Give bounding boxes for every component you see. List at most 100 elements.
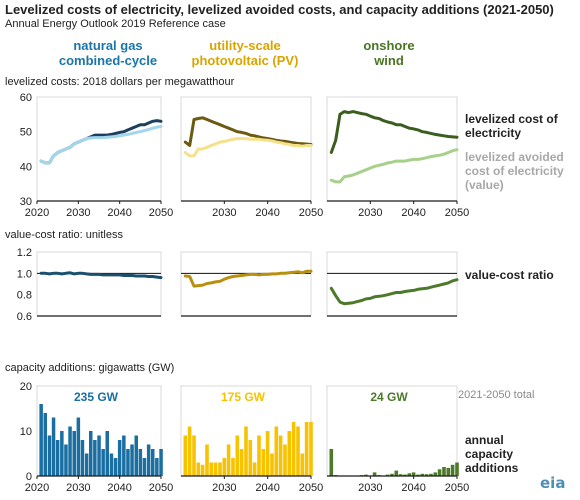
bar	[142, 458, 147, 476]
bar	[39, 404, 43, 476]
bar	[51, 417, 56, 476]
legend-label-annual-additions: annual capacity additions	[465, 433, 518, 475]
bar	[455, 462, 459, 476]
column-title-line: wind	[374, 53, 404, 68]
legend-label-line: electricity	[465, 126, 522, 140]
bar	[390, 473, 394, 477]
x-tick-label: 2030	[358, 482, 382, 494]
bar	[411, 472, 416, 476]
series-line	[39, 271, 163, 280]
column-title-line: natural gas	[73, 38, 143, 53]
eia-logo: eia	[540, 474, 566, 492]
y-tick-label: 50	[20, 127, 32, 139]
panel-frame	[36, 96, 162, 202]
y-tick-label: 0.6	[17, 311, 32, 323]
bar	[84, 453, 89, 476]
x-tick-label: 2050	[149, 207, 173, 219]
bar	[252, 462, 257, 476]
bar	[235, 435, 240, 476]
x-tick-label: 2050	[299, 482, 323, 494]
bar	[329, 449, 334, 476]
series-line	[39, 125, 163, 165]
total-value-label: 235 GW	[74, 390, 119, 404]
bar	[213, 462, 218, 476]
total-value-label: 24 GW	[370, 390, 408, 404]
series-line	[39, 119, 163, 165]
bar	[239, 449, 244, 476]
bar	[304, 422, 309, 476]
bar	[257, 435, 261, 476]
bar	[403, 474, 407, 476]
y-tick-label: 40	[20, 161, 32, 173]
bar	[43, 413, 47, 476]
bar	[244, 426, 248, 476]
x-tick-label: 2030	[212, 207, 236, 219]
bar	[72, 431, 76, 476]
section-label-capacity: capacity additions: gigawatts (GW)	[5, 362, 175, 374]
x-tick-label: 2030	[66, 482, 90, 494]
bar	[407, 473, 412, 476]
chart-title: Levelized costs of electricity, levelize…	[5, 2, 554, 17]
x-tick-label: 2050	[299, 207, 323, 219]
bar	[437, 469, 442, 477]
series-line	[183, 116, 313, 147]
bar	[398, 474, 403, 476]
x-tick-label: 2030	[212, 482, 236, 494]
x-tick-label: 2050	[445, 207, 469, 219]
bar	[287, 431, 292, 476]
bar	[196, 462, 201, 476]
bar	[446, 467, 451, 476]
y-tick-label: 30	[20, 196, 32, 208]
bar	[60, 431, 64, 476]
bar	[47, 435, 52, 476]
x-tick-label: 2040	[255, 207, 279, 219]
y-tick-label: 20	[20, 381, 32, 393]
bar	[76, 417, 81, 476]
bar	[433, 472, 438, 476]
series-line	[329, 148, 459, 184]
panel-frame	[326, 251, 458, 317]
bar	[296, 426, 300, 476]
bar	[394, 470, 399, 476]
bar	[205, 444, 209, 476]
bar	[209, 462, 214, 476]
section-label-levelized: levelized costs: 2018 dollars per megawa…	[5, 76, 235, 88]
y-tick-label: 10	[20, 426, 32, 438]
y-tick-label: 1.2	[17, 247, 32, 259]
x-tick-label: 2020	[25, 482, 49, 494]
bar	[200, 464, 205, 477]
legend-label-line: (value)	[465, 178, 504, 192]
bar	[274, 426, 279, 476]
column-title-onshore-wind: onshore wind	[314, 38, 464, 68]
y-tick-label: 60	[20, 92, 32, 104]
bar	[93, 440, 97, 476]
x-tick-label: 2030	[358, 207, 382, 219]
bar	[187, 426, 192, 476]
bar	[105, 431, 109, 476]
bar	[222, 458, 227, 476]
x-tick-label: 2050	[445, 482, 469, 494]
bar	[134, 435, 138, 476]
bar	[80, 440, 85, 476]
bar	[270, 453, 274, 476]
column-title-natural-gas: natural gas combined-cycle	[33, 38, 183, 68]
series-line	[329, 110, 459, 154]
x-tick-label: 2050	[149, 482, 173, 494]
bar	[283, 444, 287, 476]
bar	[146, 444, 151, 476]
column-title-solar-pv: utility-scale photovoltaic (PV)	[170, 38, 320, 68]
legend-label-line: cost of electricity	[465, 164, 564, 178]
x-tick-label: 2040	[401, 207, 425, 219]
bar	[226, 444, 231, 476]
x-tick-label: 2020	[25, 207, 49, 219]
chart-subtitle: Annual Energy Outlook 2019 Reference cas…	[5, 18, 226, 30]
y-tick-label: 0.8	[17, 290, 32, 302]
bar	[300, 453, 305, 476]
bar	[138, 449, 143, 476]
series-line	[183, 269, 313, 288]
legend-label-line: capacity	[465, 447, 514, 461]
legend-label-line: additions	[465, 461, 519, 475]
legend-label-lcoe: levelized cost of electricity	[465, 112, 558, 140]
column-title-line: photovoltaic (PV)	[191, 53, 299, 68]
